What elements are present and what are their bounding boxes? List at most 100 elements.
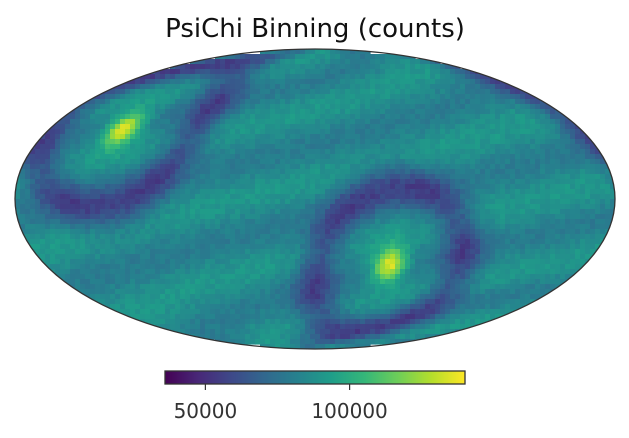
- map-pixel: [245, 119, 251, 125]
- map-pixel: [510, 169, 516, 175]
- map-pixel: [30, 234, 36, 240]
- map-pixel: [260, 114, 266, 120]
- map-pixel: [65, 219, 71, 225]
- map-pixel: [325, 199, 331, 205]
- map-pixel: [15, 164, 21, 170]
- map-pixel: [145, 94, 151, 100]
- map-pixel: [140, 254, 146, 260]
- map-pixel: [510, 234, 516, 240]
- map-pixel: [165, 279, 171, 285]
- map-pixel: [580, 214, 586, 220]
- map-pixel: [390, 204, 396, 210]
- map-pixel: [595, 199, 601, 205]
- map-pixel: [140, 144, 146, 150]
- map-pixel: [525, 254, 531, 260]
- map-pixel: [340, 259, 346, 265]
- map-pixel: [170, 164, 176, 170]
- map-pixel: [80, 169, 86, 175]
- map-pixel: [255, 64, 261, 70]
- map-pixel: [380, 279, 386, 285]
- map-pixel: [380, 209, 386, 215]
- map-pixel: [165, 229, 171, 235]
- map-pixel: [565, 184, 571, 190]
- map-pixel: [425, 279, 431, 285]
- map-pixel: [420, 59, 426, 65]
- map-pixel: [570, 114, 576, 120]
- map-pixel: [555, 129, 561, 135]
- map-pixel: [25, 159, 31, 165]
- map-pixel: [260, 174, 266, 180]
- map-pixel: [530, 269, 536, 275]
- map-pixel: [590, 264, 596, 270]
- map-pixel: [190, 119, 196, 125]
- map-pixel: [290, 174, 296, 180]
- map-pixel: [55, 204, 61, 210]
- map-pixel: [95, 189, 101, 195]
- map-pixel: [155, 279, 161, 285]
- map-pixel: [590, 164, 596, 170]
- map-pixel: [95, 264, 101, 270]
- map-pixel: [320, 254, 326, 260]
- map-pixel: [450, 119, 456, 125]
- map-pixel: [410, 124, 416, 130]
- map-pixel: [395, 74, 401, 80]
- map-pixel: [380, 184, 386, 190]
- map-pixel: [450, 279, 456, 285]
- map-pixel: [305, 284, 311, 290]
- map-pixel: [350, 149, 356, 155]
- map-pixel: [15, 209, 21, 215]
- map-pixel: [320, 209, 326, 215]
- map-pixel: [55, 174, 61, 180]
- map-pixel: [540, 259, 546, 265]
- map-pixel: [15, 239, 21, 245]
- map-pixel: [445, 124, 451, 130]
- map-pixel: [105, 234, 111, 240]
- map-pixel: [305, 179, 311, 185]
- map-pixel: [560, 164, 566, 170]
- map-pixel: [305, 184, 311, 190]
- map-pixel: [105, 189, 111, 195]
- map-pixel: [50, 179, 56, 185]
- map-pixel: [465, 239, 471, 245]
- map-pixel: [415, 269, 421, 275]
- map-pixel: [220, 284, 226, 290]
- map-pixel: [40, 214, 46, 220]
- map-pixel: [270, 154, 276, 160]
- map-pixel: [260, 214, 266, 220]
- map-pixel: [460, 139, 466, 145]
- map-pixel: [115, 279, 121, 285]
- map-pixel: [350, 284, 356, 290]
- map-pixel: [290, 234, 296, 240]
- map-pixel: [575, 114, 581, 120]
- map-pixel: [130, 134, 136, 140]
- map-pixel: [160, 129, 166, 135]
- map-pixel: [520, 84, 526, 90]
- map-pixel: [345, 244, 351, 250]
- map-pixel: [500, 179, 506, 185]
- map-pixel: [495, 194, 501, 200]
- map-pixel: [440, 144, 446, 150]
- map-pixel: [255, 219, 261, 225]
- map-pixel: [50, 254, 56, 260]
- map-pixel: [200, 259, 206, 265]
- map-pixel: [550, 254, 556, 260]
- map-pixel: [420, 114, 426, 120]
- map-pixel: [460, 164, 466, 170]
- map-pixel: [395, 134, 401, 140]
- map-pixel: [375, 269, 381, 275]
- map-pixel: [110, 164, 116, 170]
- map-pixel: [265, 229, 271, 235]
- map-pixel: [285, 239, 291, 245]
- map-pixel: [260, 244, 266, 250]
- map-pixel: [110, 224, 116, 230]
- map-pixel: [580, 229, 586, 235]
- map-pixel: [385, 184, 391, 190]
- map-pixel: [505, 254, 511, 260]
- map-pixel: [140, 154, 146, 160]
- map-pixel: [525, 244, 531, 250]
- map-pixel: [210, 114, 216, 120]
- map-pixel: [300, 264, 306, 270]
- map-pixel: [435, 99, 441, 105]
- map-pixel: [440, 259, 446, 265]
- map-pixel: [240, 174, 246, 180]
